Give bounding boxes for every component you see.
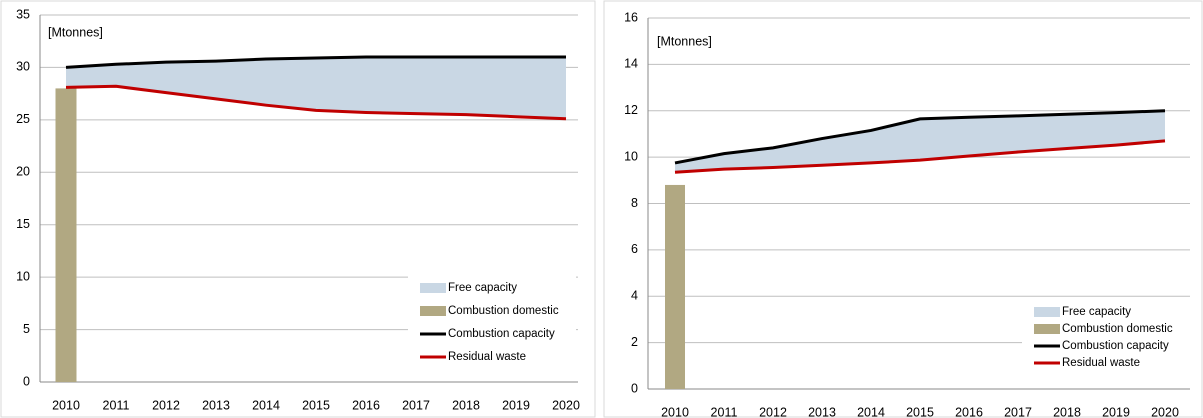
chart-frame <box>0 0 596 418</box>
x-tick-label: 2016 <box>352 398 380 412</box>
chart: 0 2 4 6 8 10 12 14 16 2010 2011 2012 2013 2014 2015 201… <box>603 0 1203 418</box>
annotation: [Mtonnes] <box>657 34 712 48</box>
legend-label: Residual waste <box>1062 357 1140 369</box>
y-tick-label: 25 <box>16 112 30 126</box>
y-tick-label: 6 <box>631 242 638 256</box>
y-tick-label: 15 <box>16 217 30 231</box>
y-tick-label: 0 <box>631 381 638 395</box>
y-tick-label: 16 <box>624 10 638 24</box>
x-tick-label: 2020 <box>552 398 580 412</box>
y-tick-label: 10 <box>624 149 638 163</box>
x-tick-label: 2014 <box>252 398 280 412</box>
y-tick-label: 4 <box>631 289 638 303</box>
legend-swatch <box>1034 307 1060 317</box>
line <box>674 109 1166 165</box>
legend-label: Combustion domestic <box>1062 323 1173 335</box>
x-tick-label: 2017 <box>1004 405 1032 418</box>
x-tick-label: 2014 <box>857 405 885 418</box>
x-tick-label: 2015 <box>302 398 330 412</box>
x-tick-label: 2016 <box>955 405 983 418</box>
chart-frame <box>603 0 1203 418</box>
line <box>674 139 1166 174</box>
x-tick-label: 2010 <box>52 398 80 412</box>
x-tick-label: 2011 <box>711 405 738 418</box>
y-tick-label: 0 <box>23 374 30 388</box>
legend-label: Residual waste <box>448 351 526 363</box>
legend-label: Free capacity <box>448 282 517 294</box>
x-tick-label: 2013 <box>202 398 230 412</box>
x-tick-label: 2019 <box>502 398 530 412</box>
y-tick-label: 30 <box>16 60 30 74</box>
x-tick-label: 2020 <box>1151 405 1179 418</box>
legend-swatch <box>1034 324 1060 334</box>
x-tick-label: 2012 <box>152 398 180 412</box>
x-tick-label: 2018 <box>1053 405 1081 418</box>
x-tick-label: 2010 <box>661 405 689 418</box>
y-tick-label: 12 <box>624 103 638 117</box>
legend-label: Combustion domestic <box>448 305 559 317</box>
y-tick-label: 20 <box>16 165 30 179</box>
legend: Free capacity Combustion domestic Combusti… <box>1022 300 1190 372</box>
y-tick-label: 14 <box>624 57 638 71</box>
line <box>65 84 567 121</box>
bar <box>665 184 685 389</box>
y-tick-label: 8 <box>631 196 638 210</box>
legend-label: Combustion capacity <box>448 328 555 340</box>
y-tick-label: 2 <box>631 335 638 349</box>
y-tick-label: 5 <box>23 322 30 336</box>
x-tick-label: 2019 <box>1102 405 1130 418</box>
legend: Free capacity Combustion domestic Combusti… <box>408 276 576 380</box>
x-tick-label: 2011 <box>103 398 130 412</box>
y-tick-label: 10 <box>16 269 30 283</box>
legend-swatch <box>420 306 446 316</box>
x-tick-label: 2013 <box>808 405 836 418</box>
legend-box <box>408 276 576 380</box>
legend-swatch <box>420 283 446 293</box>
legend-label: Free capacity <box>1062 306 1131 318</box>
bar <box>55 88 77 383</box>
annotation: [Mtonnes] <box>48 25 103 39</box>
x-tick-label: 2015 <box>906 405 934 418</box>
chart: 0 5 10 15 20 25 30 35 2010 2011 2012 2013 2014 2015 20… <box>0 0 596 418</box>
y-tick-label: 35 <box>16 7 30 21</box>
legend-label: Combustion capacity <box>1062 340 1169 352</box>
line <box>65 55 566 69</box>
area <box>66 56 566 119</box>
x-tick-label: 2018 <box>452 398 480 412</box>
area <box>675 110 1165 173</box>
x-tick-label: 2012 <box>759 405 787 418</box>
x-tick-label: 2017 <box>402 398 430 412</box>
